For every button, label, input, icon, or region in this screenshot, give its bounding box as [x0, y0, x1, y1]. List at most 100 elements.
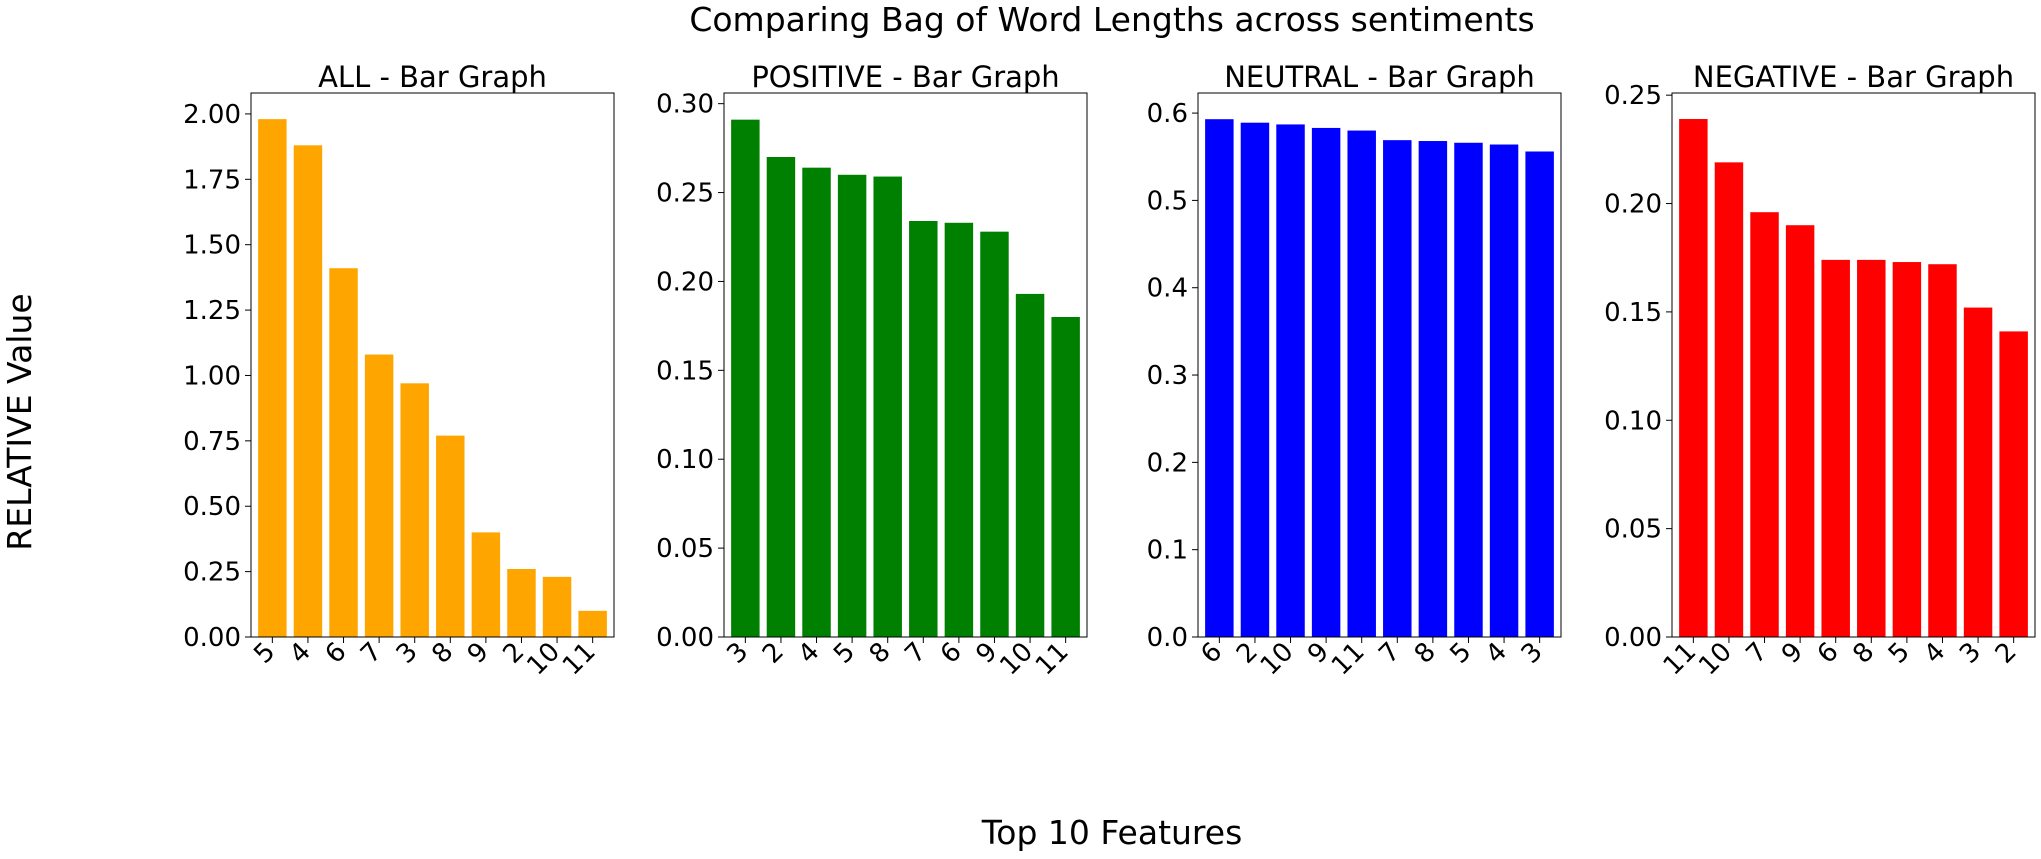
y-tick-label: 0.1: [1147, 536, 1188, 566]
plot-frame: [250, 92, 615, 638]
bar: [400, 383, 429, 637]
x-tick-label: 5: [1883, 637, 1916, 670]
bar: [1240, 122, 1270, 637]
x-tick-label: 11: [1326, 637, 1371, 682]
bar: [293, 145, 323, 637]
x-tick-label: 3: [1516, 637, 1549, 670]
bar: [766, 157, 796, 637]
y-tick-label: 1.00: [183, 361, 241, 391]
x-tick-label: 9: [462, 637, 495, 670]
bar: [1205, 119, 1234, 637]
bar: [1051, 317, 1080, 637]
chart-title: POSITIVE - Bar Graph: [751, 60, 1059, 94]
x-tick-label: 3: [391, 637, 424, 670]
bar: [1454, 142, 1483, 637]
x-tick-label: 11: [1030, 637, 1075, 682]
bar: [873, 176, 902, 637]
plot-frame: [723, 92, 1088, 638]
bar: [1525, 151, 1554, 637]
x-tick-label: 2: [1990, 637, 2023, 670]
bar: [909, 221, 938, 637]
y-tick-label: 2.00: [183, 100, 241, 130]
bar: [980, 231, 1009, 638]
x-tick-label: 2: [757, 637, 790, 670]
bar: [1821, 259, 1850, 637]
bar: [1418, 141, 1448, 637]
y-tick-label: 0.15: [1604, 298, 1662, 328]
bar: [507, 569, 536, 637]
bar: [731, 119, 760, 638]
x-tick-label: 8: [864, 637, 897, 670]
figure-x-label: Top 10 Features: [981, 813, 1243, 852]
x-tick-label: 9: [1776, 637, 1809, 670]
y-tick-label: 0.4: [1147, 274, 1188, 304]
bar: [1999, 331, 2028, 637]
y-tick-label: 0.5: [1147, 186, 1188, 216]
x-tick-label: 7: [899, 637, 932, 670]
bar: [1785, 225, 1815, 637]
bar: [1750, 212, 1779, 637]
y-tick-label: 1.75: [183, 165, 241, 195]
chart-title: NEUTRAL - Bar Graph: [1224, 60, 1535, 94]
bar: [1015, 293, 1045, 637]
y-tick-label: 0.3: [1147, 361, 1188, 391]
x-tick-label: 7: [355, 637, 388, 670]
y-tick-label: 0.50: [183, 492, 241, 522]
bar: [1928, 264, 1957, 637]
bar: [1857, 259, 1886, 637]
bar: [578, 610, 607, 637]
y-tick-label: 0.05: [656, 534, 714, 564]
y-tick-label: 0.30: [656, 90, 714, 120]
y-tick-label: 0.25: [183, 558, 241, 588]
bar: [1679, 119, 1708, 637]
bar: [1489, 144, 1519, 637]
y-tick-label: 0.2: [1147, 448, 1188, 478]
plot-frame: [1671, 92, 2036, 638]
plot-frame: [1197, 92, 1562, 638]
bar: [258, 119, 287, 637]
y-tick-label: 0.10: [1604, 406, 1662, 436]
bar: [1311, 127, 1341, 638]
y-tick-label: 0.6: [1147, 99, 1188, 129]
x-tick-label: 5: [828, 637, 861, 670]
x-tick-label: 3: [721, 637, 754, 670]
y-tick-label: 0.75: [183, 427, 241, 457]
figure-y-label: RELATIVE Value: [0, 293, 39, 550]
y-tick-label: 0.00: [183, 623, 241, 653]
chart-title: NEGATIVE - Bar Graph: [1693, 60, 2014, 94]
x-tick-label: 6: [1195, 637, 1228, 670]
x-tick-label: 3: [1954, 637, 1987, 670]
bar: [1383, 140, 1412, 637]
bar: [364, 354, 394, 637]
x-tick-label: 7: [1373, 637, 1406, 670]
x-tick-label: 4: [793, 637, 826, 670]
figure-title: Comparing Bag of Word Lengths across sen…: [689, 0, 1534, 39]
bar: [1963, 307, 1993, 637]
y-tick-label: 0.00: [656, 623, 714, 653]
x-tick-label: 8: [1847, 637, 1880, 670]
x-tick-label: 4: [1919, 637, 1952, 670]
y-tick-label: 0.0: [1147, 623, 1188, 653]
bar: [542, 576, 572, 637]
y-tick-label: 1.25: [183, 296, 241, 326]
y-tick-label: 0.25: [656, 179, 714, 209]
x-tick-label: 11: [557, 637, 602, 682]
x-tick-label: 8: [1409, 637, 1442, 670]
x-tick-label: 10: [1693, 637, 1738, 682]
bar: [1276, 124, 1305, 638]
x-tick-label: 6: [320, 637, 353, 670]
bar: [1347, 130, 1376, 638]
y-tick-label: 0.10: [656, 445, 714, 475]
y-tick-label: 0.20: [656, 267, 714, 297]
x-tick-label: 8: [426, 637, 459, 670]
y-tick-label: 0.15: [656, 356, 714, 386]
x-tick-label: 5: [248, 637, 281, 670]
bar: [802, 167, 831, 638]
bar: [436, 435, 465, 637]
y-tick-label: 1.50: [183, 231, 241, 261]
